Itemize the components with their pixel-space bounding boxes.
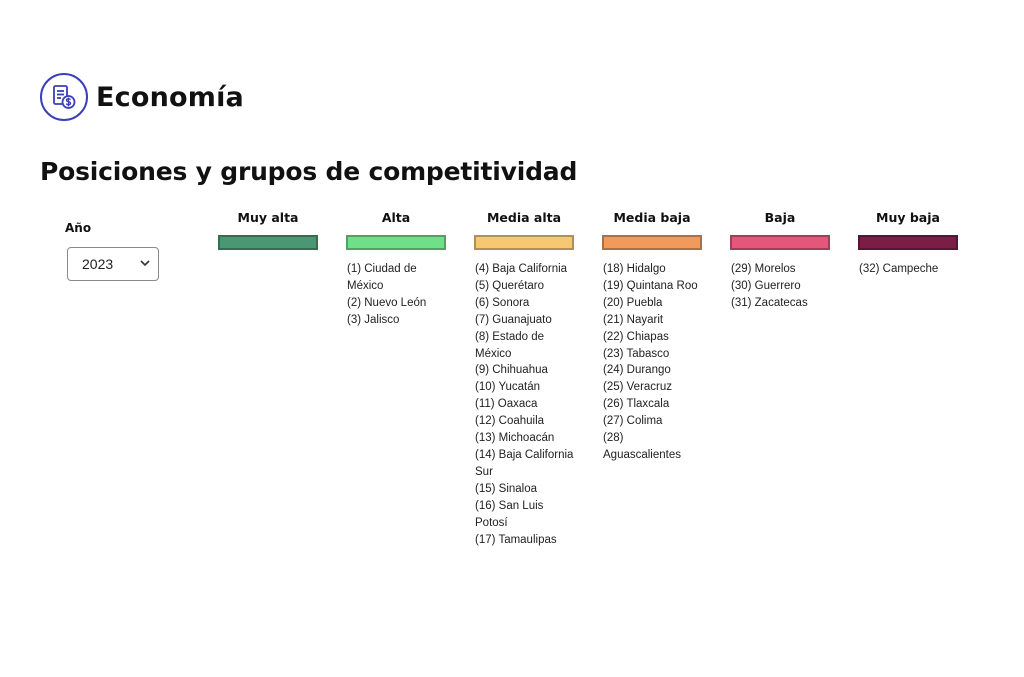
group-color-bar	[730, 235, 830, 250]
group-title: Muy alta	[237, 210, 299, 225]
state-item: (32) Campeche	[859, 263, 939, 275]
state-item: (24) Durango	[603, 364, 671, 377]
state-item: (16) San Luis Potosí	[475, 499, 544, 529]
group-color-bar	[346, 235, 446, 250]
state-item: (26) Tlaxcala	[603, 398, 670, 411]
state-item: (4) Baja California	[475, 263, 568, 275]
section-title: Posiciones y grupos de competitividad	[40, 157, 578, 186]
state-item: (7) Guanajuato	[475, 313, 552, 326]
state-item: (18) Hidalgo	[603, 263, 666, 275]
state-item: (3) Jalisco	[347, 313, 400, 326]
state-item: (20) Puebla	[603, 296, 663, 309]
state-item: (9) Chihuahua	[475, 364, 548, 377]
state-item: (21) Nayarit	[603, 313, 664, 326]
state-item: (22) Chiapas	[603, 330, 669, 343]
state-item: (29) Morelos	[731, 263, 796, 275]
group-title: Muy baja	[876, 210, 940, 225]
app-header: Economía	[40, 73, 244, 121]
group-title: Alta	[381, 210, 411, 225]
year-select[interactable]: 2023	[67, 247, 159, 281]
group-color-bar	[474, 235, 574, 250]
group-title: Media baja	[613, 210, 691, 225]
state-item: (11) Oaxaca	[475, 398, 538, 411]
group-column: Muy alta	[218, 209, 318, 261]
app-title: Economía	[96, 81, 244, 113]
state-item: (19) Quintana Roo	[603, 279, 698, 292]
state-item: (23) Tabasco	[603, 347, 670, 360]
year-select-value: 2023	[82, 256, 114, 272]
year-label: Año	[65, 221, 92, 235]
state-item: (15) Sinaloa	[475, 482, 538, 495]
year-filter: Año 2023	[65, 221, 159, 281]
group-color-bar	[602, 235, 702, 250]
economy-document-dollar-icon	[40, 73, 88, 121]
state-item: (13) Michoacán	[475, 432, 555, 445]
group-column: Media alta (4) Baja California (5) Queréta…	[474, 209, 574, 548]
state-item: (14) Baja California Sur	[475, 448, 574, 478]
state-list: (4) Baja California (5) Querétaro (6) Sono…	[474, 261, 574, 548]
state-item: (30) Guerrero	[731, 279, 801, 292]
state-item: (2) Nuevo León	[347, 296, 427, 309]
group-column: Alta (1) Ciudad de México (2) Nuevo León (3…	[346, 209, 446, 329]
state-item: (28) Aguascalientes	[603, 432, 681, 461]
state-item: (25) Veracruz	[603, 381, 673, 394]
state-item: (8) Estado de México	[475, 330, 545, 360]
state-item: (6) Sonora	[475, 296, 530, 309]
state-item: (1) Ciudad de México	[347, 263, 417, 292]
state-item: (5) Querétaro	[475, 279, 545, 292]
chevron-down-icon	[140, 259, 150, 270]
group-title: Media alta	[486, 210, 562, 225]
state-item: (10) Yucatán	[475, 381, 541, 394]
state-list: (18) Hidalgo (19) Quintana Roo (20) Puebla…	[602, 261, 702, 464]
state-item: (31) Zacatecas	[731, 296, 808, 309]
group-column: Media baja (18) Hidalgo (19) Quintana Roo(…	[602, 209, 702, 464]
state-item: (17) Tamaulipas	[475, 533, 557, 546]
group-color-bar	[218, 235, 318, 250]
group-title: Baja	[764, 210, 796, 225]
state-list: (32) Campeche	[858, 261, 958, 278]
state-item: (12) Coahuila	[475, 415, 545, 428]
group-column: Muy baja (32) Campeche	[858, 209, 958, 278]
group-color-bar	[858, 235, 958, 250]
state-item: (27) Colima	[603, 415, 663, 428]
state-list: (29) Morelos (30) Guerrero (31) Zacatecas	[730, 261, 830, 312]
group-column: Baja (29) Morelos (30) Guerrero (31) Zacate…	[730, 209, 830, 312]
state-list: (1) Ciudad de México (2) Nuevo León (3) Ja…	[346, 261, 446, 329]
